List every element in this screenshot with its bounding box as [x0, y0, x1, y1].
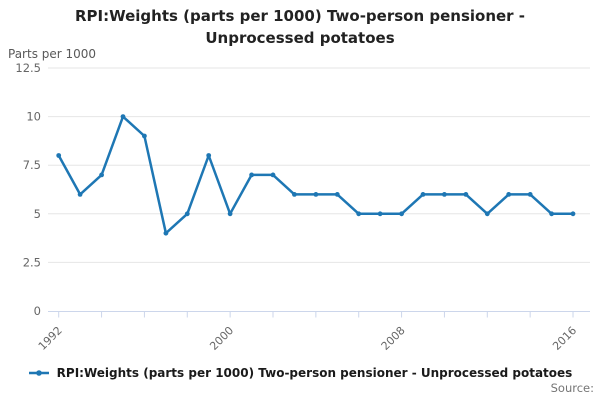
data-point [463, 192, 469, 197]
data-point [99, 172, 104, 178]
y-tick-label: 0 [34, 304, 41, 318]
data-point [249, 172, 255, 178]
y-tick-label: 12.5 [15, 61, 41, 75]
data-point [420, 192, 426, 197]
y-tick-label: 5 [34, 207, 41, 221]
data-point [484, 211, 490, 217]
line-chart-plot-area: 0 2.5 5 7.5 10 12.5 1992 2000 2008 2016 [15, 61, 590, 353]
data-point [399, 211, 404, 217]
legend-label: RPI:Weights (parts per 1000) Two-person … [56, 366, 573, 380]
y-tick-label: 7.5 [23, 158, 41, 172]
x-tick-label: 2008 [379, 324, 408, 353]
x-tick-label: 2016 [550, 324, 579, 353]
data-point [549, 211, 554, 217]
data-point [142, 133, 147, 139]
data-point [163, 230, 169, 236]
y-tick-label: 10 [26, 110, 41, 124]
data-point [313, 192, 319, 197]
x-tick-label: 2000 [207, 324, 236, 353]
data-point [292, 192, 297, 197]
data-point [570, 211, 576, 217]
data-point [77, 192, 83, 197]
data-point [527, 192, 533, 197]
data-point [56, 153, 62, 158]
chart-title: RPI:Weights (parts per 1000) Two-person … [74, 7, 526, 47]
data-line [57, 115, 575, 235]
data-point [206, 153, 212, 158]
data-point [442, 192, 447, 197]
legend[interactable]: RPI:Weights (parts per 1000) Two-person … [0, 366, 600, 380]
legend-line-marker-icon [28, 370, 49, 376]
data-point [227, 211, 233, 217]
data-point [184, 211, 190, 217]
data-point [356, 211, 362, 217]
data-point [506, 192, 512, 197]
x-tick-label: 1992 [36, 324, 65, 353]
data-point [270, 172, 276, 178]
data-point [120, 114, 126, 119]
data-point [334, 192, 340, 197]
source-label: Source: [550, 381, 594, 395]
y-tick-label: 2.5 [23, 255, 41, 269]
y-axis-title: Parts per 1000 [8, 47, 97, 61]
data-point [377, 211, 383, 217]
